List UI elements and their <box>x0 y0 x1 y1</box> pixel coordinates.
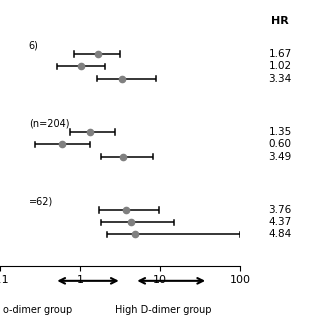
Text: 1.67: 1.67 <box>268 49 292 59</box>
Text: 1.35: 1.35 <box>268 127 292 137</box>
Text: 0.60: 0.60 <box>268 139 292 149</box>
Text: 3.34: 3.34 <box>268 74 292 84</box>
Text: o-dimer group: o-dimer group <box>3 305 72 315</box>
Text: =62): =62) <box>29 196 53 207</box>
Text: 4.37: 4.37 <box>268 217 292 227</box>
Text: 6): 6) <box>29 41 39 51</box>
Text: 4.84: 4.84 <box>268 229 292 239</box>
Text: (n=204): (n=204) <box>29 119 69 129</box>
Text: High D-dimer group: High D-dimer group <box>115 305 212 315</box>
Text: 1.02: 1.02 <box>268 61 292 71</box>
Text: 3.49: 3.49 <box>268 152 292 162</box>
Text: HR: HR <box>271 16 289 26</box>
Text: 3.76: 3.76 <box>268 205 292 215</box>
